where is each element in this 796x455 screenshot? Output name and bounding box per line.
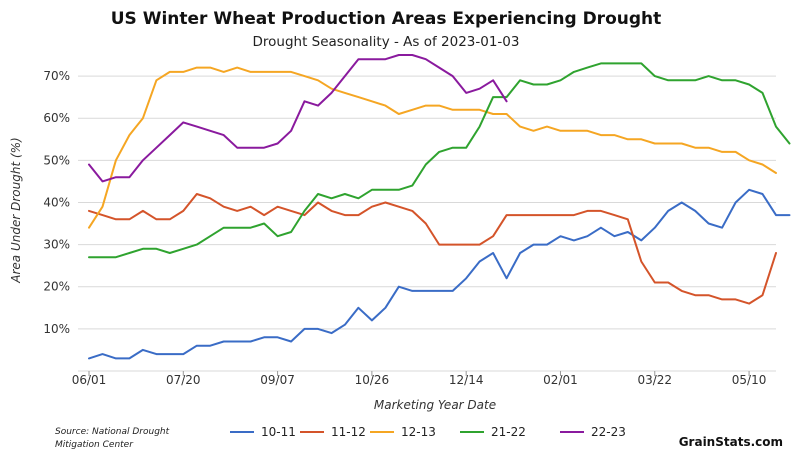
legend-label-21-22: 21-22: [491, 425, 526, 439]
x-tick-label: 09/07: [260, 373, 295, 387]
series-line-10-11: [88, 188, 791, 360]
series-line-21-22: [88, 62, 791, 259]
chart-subtitle: Drought Seasonality - As of 2023-01-03: [252, 34, 519, 50]
x-axis-label: Marketing Year Date: [374, 398, 496, 412]
x-tick-label: 06/01: [72, 373, 107, 387]
series-line-11-12: [88, 193, 777, 305]
source-note-line1: Source: National Drought: [55, 427, 170, 437]
y-tick-label: 10%: [43, 322, 70, 336]
y-axis-ticks: 10% 20% 30% 40% 50% 60% 70%: [43, 69, 70, 336]
y-tick-label: 60%: [43, 111, 70, 125]
series-line-12-13: [88, 66, 777, 229]
y-tick-label: 30%: [43, 238, 70, 252]
x-tick-label: 03/22: [637, 373, 672, 387]
x-tick-label: 05/10: [732, 373, 767, 387]
brand-watermark: GrainStats.com: [679, 435, 783, 449]
legend-label-11-12: 11-12: [331, 425, 366, 439]
y-axis-label: Area Under Drought (%): [9, 137, 23, 283]
y-tick-label: 70%: [43, 69, 70, 83]
x-tick-label: 12/14: [449, 373, 484, 387]
source-note-line2: Mitigation Center: [55, 440, 134, 450]
legend-label-22-23: 22-23: [591, 425, 626, 439]
y-tick-label: 50%: [43, 153, 70, 167]
chart-title: US Winter Wheat Production Areas Experie…: [111, 9, 662, 29]
legend-label-12-13: 12-13: [401, 425, 436, 439]
series-line-22-23: [88, 54, 508, 183]
x-tick-label: 07/20: [166, 373, 201, 387]
x-axis-ticks: 06/01 07/20 09/07 10/26 12/14 02/01 03/22 05/10: [72, 371, 767, 387]
series-lines: [88, 54, 791, 360]
y-tick-label: 40%: [43, 195, 70, 209]
x-tick-label: 10/26: [355, 373, 390, 387]
y-tick-label: 20%: [43, 280, 70, 294]
legend-label-10-11: 10-11: [261, 425, 296, 439]
legend: 10-11 11-12 12-13 21-22 22-23: [230, 425, 626, 439]
x-tick-label: 02/01: [543, 373, 578, 387]
